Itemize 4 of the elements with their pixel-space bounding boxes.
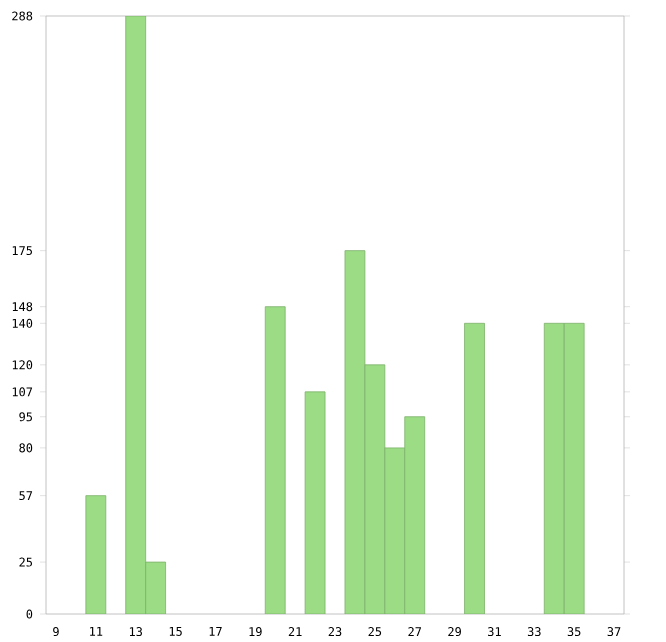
bar <box>304 391 326 614</box>
bar <box>464 322 485 614</box>
bar <box>85 495 107 614</box>
bar <box>264 306 286 614</box>
